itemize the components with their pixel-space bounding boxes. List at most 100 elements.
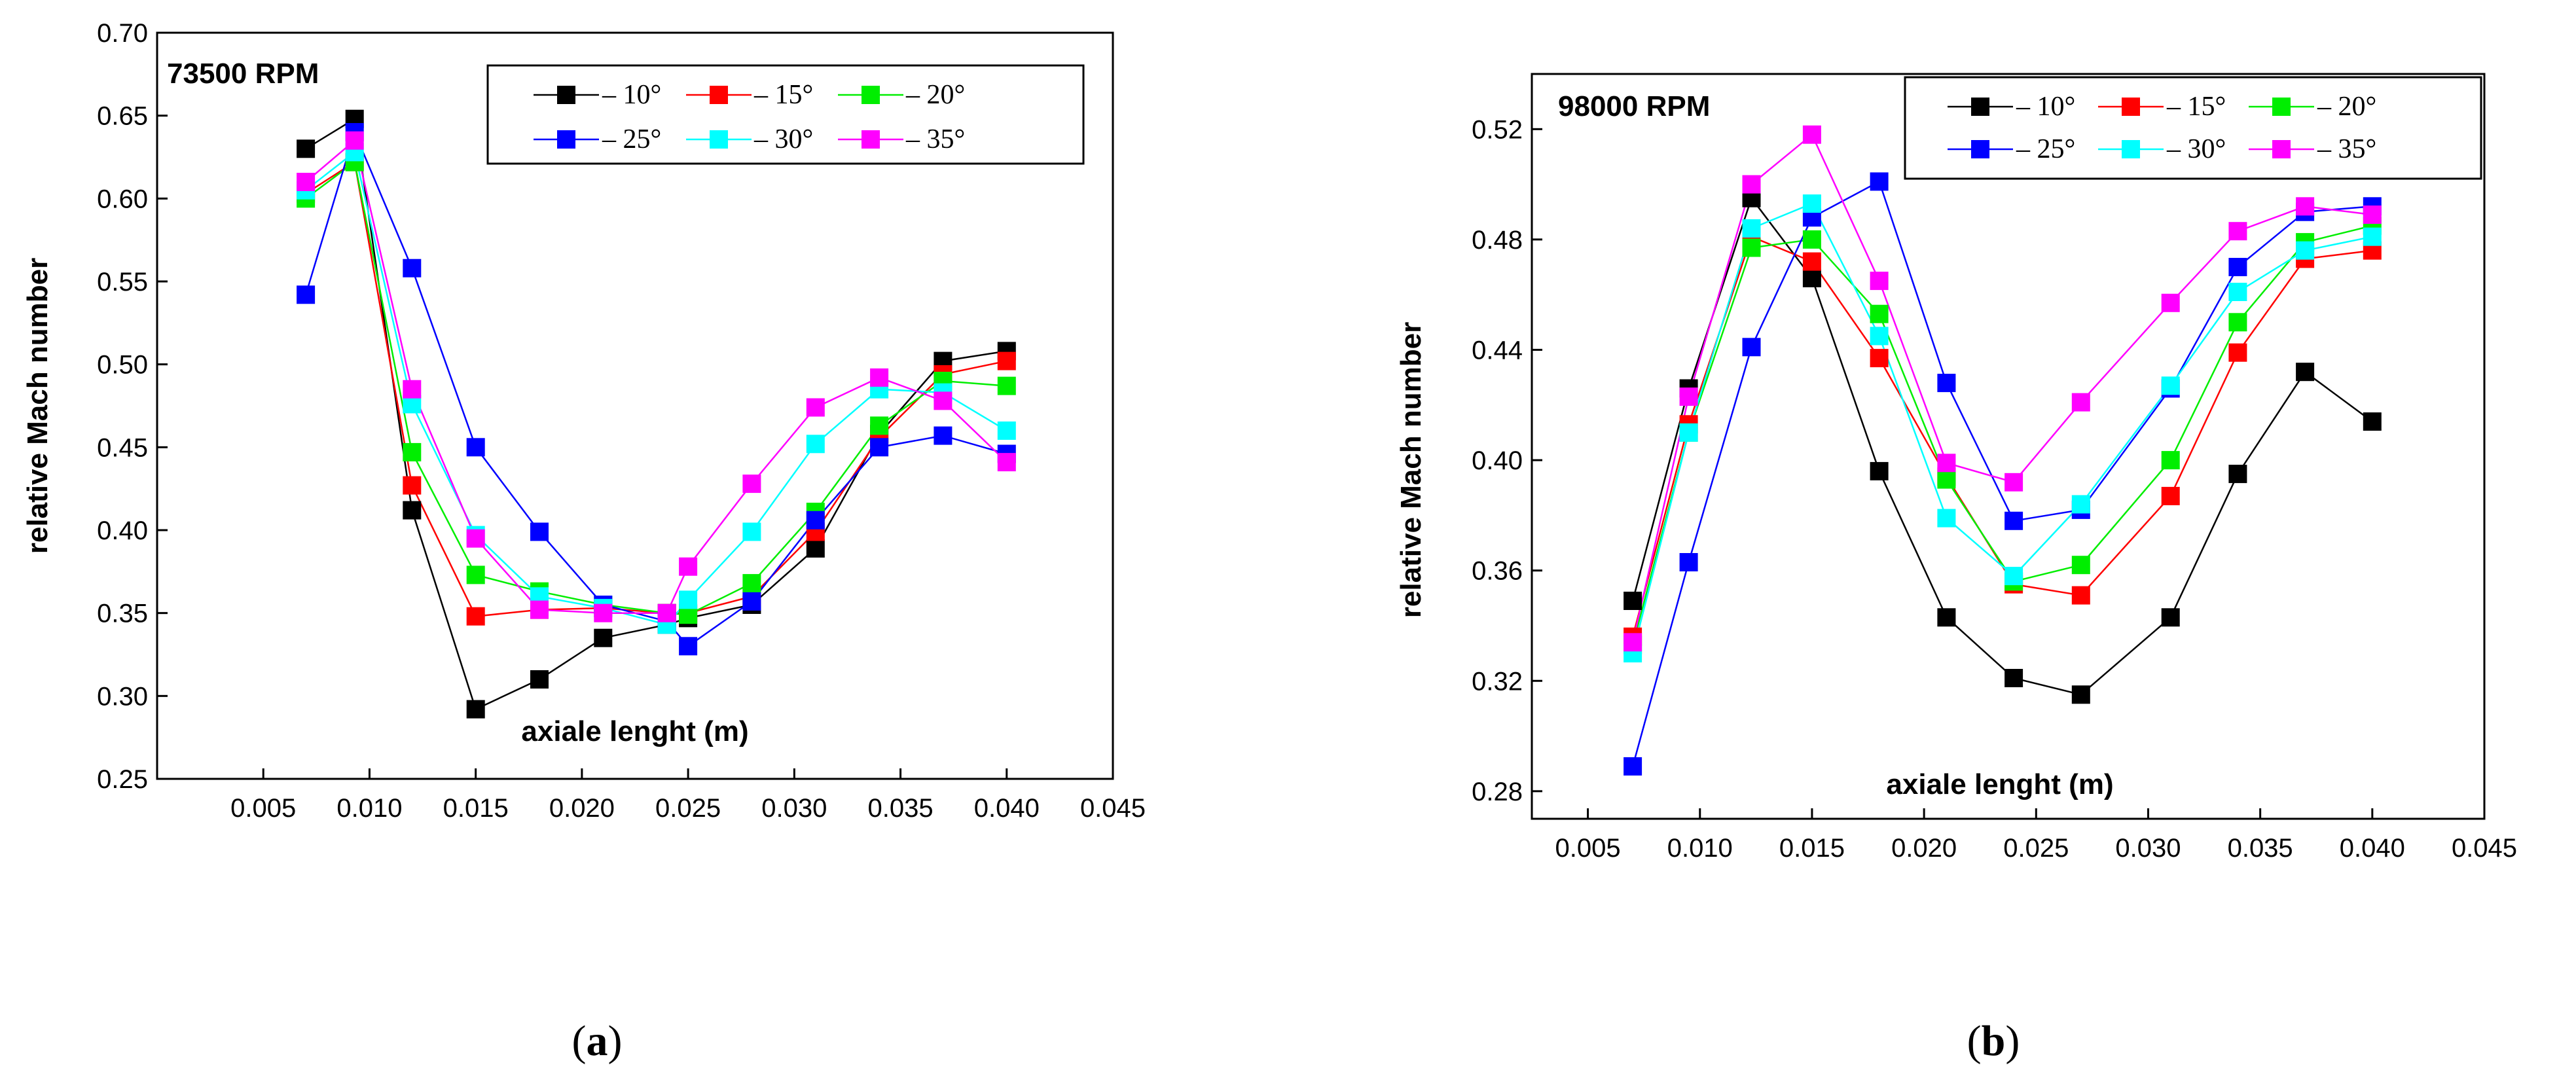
- chart-b-point-35: [2161, 293, 2180, 312]
- chart-b-x-axis: 0.005 0.010 0.015 0.020 0.025 0.030 0.035 0.040…: [1555, 808, 2517, 863]
- chart-a-x-tick-label: 0.030: [761, 794, 827, 823]
- chart-a-legend-item: – 30°: [686, 124, 813, 154]
- chart-b-point-30: [2161, 376, 2180, 395]
- chart-b-legend-marker-10: [1971, 98, 1989, 116]
- chart-b-y-tick-label: 0.36: [1472, 557, 1523, 586]
- chart-a-point-25: [742, 592, 761, 611]
- chart-b-point-10: [2071, 685, 2090, 704]
- chart-a-legend-item: – 20°: [838, 80, 965, 110]
- chart-b-x-tick-label: 0.045: [2452, 834, 2517, 863]
- chart-b-point-35: [2071, 393, 2090, 412]
- chart-b-point-20: [1742, 238, 1761, 257]
- chart-a-y-tick-label: 0.65: [97, 102, 148, 131]
- chart-b-point-15: [2228, 343, 2247, 362]
- chart-b-point-25: [1679, 553, 1698, 571]
- chart-b-y-tick-label: 0.44: [1472, 336, 1523, 365]
- chart-a-point-35: [997, 453, 1016, 472]
- chart-a-y-tick-label: 0.30: [97, 682, 148, 711]
- chart-a-legend-marker-15: [710, 86, 728, 104]
- chart-a-point-20: [742, 574, 761, 593]
- chart-a-legend-item: – 15°: [686, 80, 813, 110]
- chart-b-point-15: [1870, 349, 1889, 368]
- chart-b-point-30: [2363, 227, 2382, 246]
- chart-a-legend-box: [486, 64, 1085, 165]
- chart-a-point-35: [870, 368, 889, 387]
- chart-b-point-10: [2363, 412, 2382, 431]
- chart-b-point-30: [1802, 194, 1821, 213]
- chart-b-point-20: [2161, 451, 2180, 470]
- chart-b-point-25: [1742, 338, 1761, 357]
- chart-a-point-35: [466, 529, 485, 548]
- chart-b-legend-item: – 10°: [1948, 92, 2075, 122]
- chart-a-caption-letter: a: [587, 1017, 608, 1065]
- chart-a-y-axis-label: relative Mach number: [22, 258, 54, 554]
- chart-b-series-lines: [1631, 133, 2373, 767]
- chart-b-point-35: [1870, 272, 1889, 291]
- chart-a-point-15: [997, 351, 1016, 370]
- chart-b-point-20: [1802, 230, 1821, 249]
- chart-b-legend-marker-20: [2272, 98, 2291, 116]
- chart-b-point-25: [1624, 757, 1642, 776]
- chart-b-point-30: [2071, 495, 2090, 514]
- chart-b-point-10: [1802, 268, 1821, 287]
- chart-b-legend-label-10: – 10°: [2016, 92, 2075, 122]
- chart-b-point-20: [1870, 304, 1889, 323]
- chart-b-x-tick-label: 0.040: [2340, 834, 2405, 863]
- chart-a-point-25: [806, 511, 825, 529]
- chart-b-point-15: [1802, 252, 1821, 271]
- chart-a-point-25: [934, 426, 952, 445]
- chart-a-point-35: [530, 600, 549, 619]
- chart-a-y-axis: 0.25 0.30 0.35 0.40 0.45 0.50 0.55 0.60 0.65 0.70: [97, 19, 168, 794]
- chart-b-y-tick-label: 0.32: [1472, 667, 1523, 696]
- chart-a-point-30: [679, 590, 698, 609]
- chart-a-y-tick-label: 0.25: [97, 765, 148, 794]
- chart-b-point-35: [1679, 387, 1698, 406]
- chart-b-legend-item: – 25°: [1948, 134, 2075, 164]
- chart-b-point-35: [2005, 473, 2023, 492]
- chart-a: 0.25 0.30 0.35 0.40 0.45 0.50 0.55 0.60 0.65 0.70…: [22, 19, 1146, 1065]
- chart-a-legend-marker-35: [862, 130, 880, 149]
- chart-a-point-35: [806, 398, 825, 417]
- chart-a-point-30: [742, 522, 761, 541]
- chart-a-legend-label-10: – 10°: [602, 80, 661, 110]
- chart-b-legend-item: – 35°: [2249, 134, 2376, 164]
- chart-b-point-20: [2071, 556, 2090, 575]
- chart-b-point-30: [2228, 283, 2247, 301]
- chart-b-point-35: [2296, 197, 2315, 216]
- chart-a-point-20: [466, 565, 485, 584]
- chart-a-point-20: [403, 442, 422, 461]
- chart-b-x-tick-label: 0.025: [2003, 834, 2069, 863]
- chart-a-point-10: [403, 501, 422, 520]
- chart-b-point-30: [1742, 219, 1761, 238]
- chart-a-point-35: [934, 391, 952, 410]
- chart-b-legend-label-20: – 20°: [2317, 92, 2376, 122]
- chart-b-point-35: [2363, 206, 2382, 224]
- chart-b-y-tick-label: 0.48: [1472, 226, 1523, 255]
- chart-b-point-25: [2228, 258, 2247, 276]
- chart-a-legend-item: – 10°: [534, 80, 661, 110]
- chart-b-point-35: [2228, 222, 2247, 241]
- chart-b-point-10: [2005, 669, 2023, 687]
- chart-b-point-20: [2228, 313, 2247, 332]
- chart-a-point-35: [742, 475, 761, 493]
- chart-b-point-20: [1937, 470, 1956, 489]
- chart-a-y-tick-label: 0.45: [97, 433, 148, 462]
- chart-a-point-10: [806, 539, 825, 558]
- chart-b-legend-box: [1904, 76, 2482, 180]
- chart-a-legend-marker-10: [557, 86, 575, 104]
- chart-a-x-tick-label: 0.005: [230, 794, 296, 823]
- chart-a-point-10: [297, 139, 316, 158]
- chart-b-legend-label-25: – 25°: [2016, 134, 2075, 164]
- chart-a-point-35: [657, 603, 676, 622]
- chart-a-point-25: [297, 285, 316, 304]
- chart-a-point-25: [403, 259, 422, 278]
- chart-b-x-tick-label: 0.035: [2228, 834, 2293, 863]
- chart-b-point-15: [2161, 486, 2180, 505]
- chart-a-x-tick-label: 0.010: [336, 794, 402, 823]
- chart-a-y-tick-label: 0.55: [97, 268, 148, 296]
- chart-a-legend: – 10° – 15° – 20° – 25° – 30°: [486, 64, 1085, 165]
- chart-b-legend-label-15: – 15°: [2166, 92, 2226, 122]
- chart-b-y-tick-label: 0.28: [1472, 778, 1523, 806]
- chart-b-legend-marker-25: [1971, 140, 1989, 158]
- chart-a-point-35: [345, 131, 364, 150]
